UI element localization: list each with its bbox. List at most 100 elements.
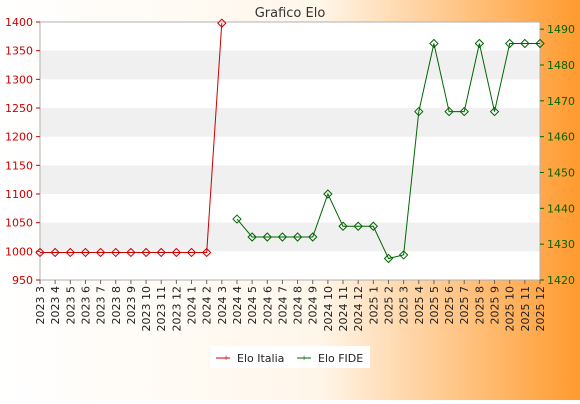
grid-band [40, 165, 540, 194]
y-right-tick-label: 1490 [547, 23, 575, 36]
y-right-tick-label: 1460 [547, 131, 575, 144]
data-point-elo-fide [414, 106, 424, 117]
data-point-elo-fide [444, 106, 454, 117]
x-tick-label: 2023 6 [79, 286, 92, 325]
x-tick-label: 2025 1 [367, 286, 380, 325]
y-axis-right: 1420 1430 1440 1450 1460 1470 1480 1490 [540, 23, 575, 287]
data-point-elo-fide [520, 38, 530, 49]
data-point-elo-fide [398, 250, 409, 260]
x-tick-label: 2024 5 [246, 286, 259, 325]
x-tick-label: 2023 9 [125, 286, 138, 325]
data-point-elo-fide [474, 38, 485, 49]
x-tick-label: 2024 4 [231, 286, 244, 325]
grid-band [40, 108, 540, 137]
data-point-elo-fide [232, 214, 242, 224]
y-right-tick-label: 1480 [547, 59, 575, 72]
x-tick-label: 2025 6 [443, 286, 456, 325]
y-right-tick-label: 1450 [547, 167, 575, 180]
data-point-elo-italia [141, 247, 151, 258]
x-tick-label: 2024 8 [292, 286, 305, 325]
x-tick-label: 2024 1 [186, 286, 199, 325]
legend-box [210, 346, 370, 368]
legend: + Elo Italia + Elo FIDE [210, 346, 370, 368]
data-point-elo-fide [535, 38, 545, 49]
x-tick-label: 2023 7 [95, 286, 108, 325]
y-right-tick-label: 1420 [547, 274, 575, 287]
data-point-elo-italia [201, 247, 212, 258]
data-point-elo-fide [308, 232, 318, 242]
x-tick-label: 2023 3 [34, 286, 47, 325]
x-tick-label: 2024 3 [216, 286, 229, 325]
legend-label-elo-fide: Elo FIDE [318, 352, 363, 365]
data-point-elo-fide [383, 253, 394, 264]
x-tick-label: 2023 5 [64, 286, 77, 325]
data-point-elo-fide [489, 106, 500, 117]
x-tick-label: 2025 11 [519, 286, 532, 332]
data-point-elo-italia [156, 247, 166, 258]
data-point-elo-italia [95, 247, 106, 258]
x-tick-label: 2025 12 [534, 286, 547, 332]
data-point-elo-italia [80, 247, 91, 258]
x-tick-label: 2025 10 [504, 286, 517, 332]
x-tick-label: 2025 5 [428, 286, 441, 325]
x-tick-label: 2025 4 [413, 286, 426, 325]
x-tick-label: 2023 12 [170, 286, 183, 332]
plot-border [39, 21, 541, 281]
data-point-elo-italia [111, 247, 121, 258]
data-point-elo-fide [292, 232, 303, 242]
y-right-tick-label: 1430 [547, 238, 575, 251]
x-axis: 2023 3 2023 4 2023 5 2023 6 2023 7 2023 8 2023… [34, 280, 547, 332]
data-point-elo-fide [247, 232, 257, 242]
data-point-elo-italia [171, 247, 182, 258]
x-tick-label: 2024 6 [261, 286, 274, 325]
data-point-elo-fide [353, 221, 363, 231]
legend-marker-elo-fide: + [301, 354, 307, 362]
y-left-tick-label: 1200 [5, 131, 33, 144]
data-point-elo-fide [368, 221, 379, 231]
y-right-tick-label: 1440 [547, 202, 575, 215]
y-left-tick-label: 1250 [5, 102, 33, 115]
x-tick-label: 2023 4 [49, 286, 62, 325]
x-tick-label: 2024 12 [352, 286, 365, 332]
x-tick-label: 2024 10 [322, 286, 335, 332]
data-point-elo-fide [459, 106, 469, 117]
data-point-elo-italia [50, 247, 60, 258]
data-point-elo-fide [504, 38, 515, 49]
y-left-tick-label: 1150 [5, 159, 33, 172]
y-right-tick-label: 1470 [547, 95, 575, 108]
x-tick-label: 2025 7 [458, 286, 471, 325]
series-layer [35, 18, 545, 264]
grid-band [40, 50, 540, 80]
y-left-tick-label: 1000 [5, 245, 33, 258]
y-left-tick-label: 1400 [5, 16, 33, 29]
y-left-tick-label: 1100 [5, 188, 33, 201]
y-axis-left: 950 1000 1050 1100 1150 1200 1250 1300 1350 1400 [5, 16, 40, 287]
plot-area [39, 21, 541, 281]
x-tick-label: 2023 10 [140, 286, 153, 332]
x-tick-label: 2024 2 [201, 286, 214, 325]
y-left-tick-label: 1350 [5, 45, 33, 58]
y-left-tick-label: 1050 [5, 217, 33, 230]
series-line-elo-fide [236, 43, 540, 260]
data-point-elo-italia [217, 18, 227, 28]
x-tick-label: 2024 7 [276, 286, 289, 325]
data-point-elo-fide [323, 189, 333, 199]
data-point-elo-fide [429, 38, 439, 49]
x-tick-label: 2025 2 [382, 286, 395, 325]
data-point-elo-italia [126, 247, 136, 258]
data-point-elo-italia [35, 247, 45, 258]
data-point-elo-fide [262, 232, 272, 242]
x-tick-label: 2025 3 [398, 286, 411, 325]
data-point-elo-italia [186, 247, 197, 258]
x-tick-label: 2023 8 [110, 286, 123, 325]
y-left-tick-label: 1300 [5, 73, 33, 86]
x-tick-label: 2024 11 [337, 286, 350, 332]
x-tick-label: 2025 8 [473, 286, 486, 325]
series-line-elo-italia [40, 23, 223, 253]
x-tick-label: 2023 11 [155, 286, 168, 332]
legend-marker-elo-italia: + [223, 354, 229, 362]
x-tick-label: 2025 9 [489, 286, 502, 325]
chart-title: Grafico Elo [255, 6, 326, 21]
